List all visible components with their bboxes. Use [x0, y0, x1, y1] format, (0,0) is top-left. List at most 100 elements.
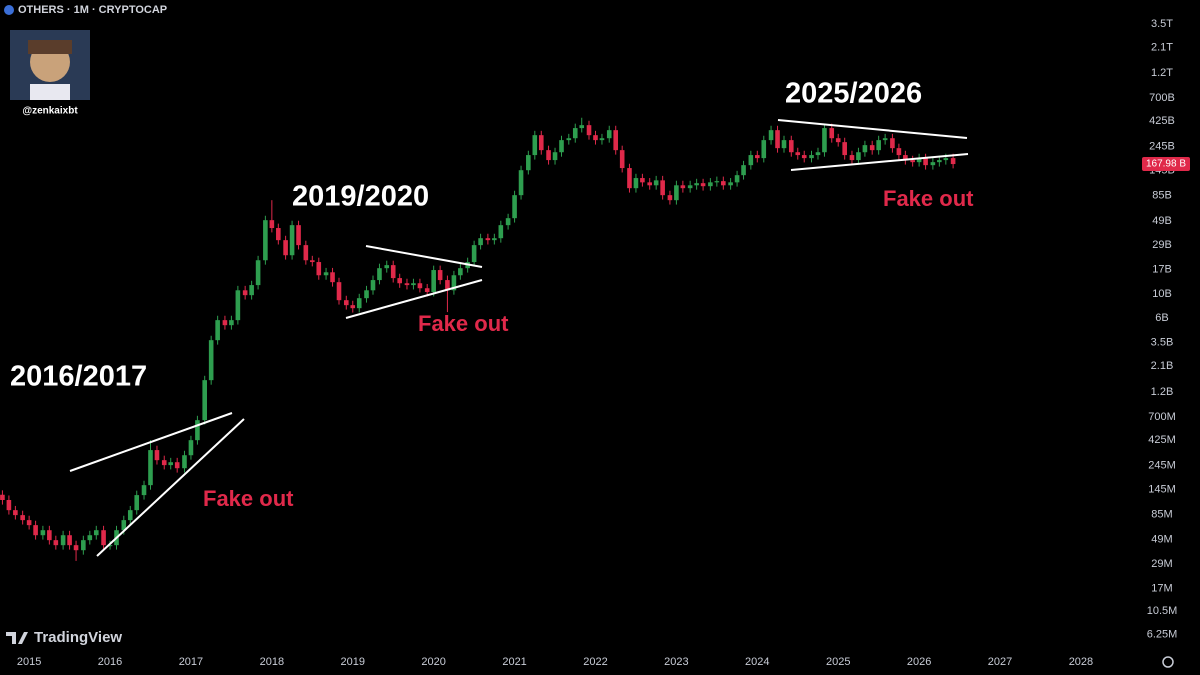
candle-body — [694, 183, 699, 186]
candle-body — [445, 280, 450, 291]
candle-body — [222, 320, 228, 326]
candle-body — [788, 140, 794, 153]
candle-body — [903, 155, 908, 161]
candle-body — [33, 525, 38, 536]
candle-body — [296, 225, 301, 246]
candle-body — [343, 300, 349, 306]
y-tick-label: 17M — [1151, 583, 1172, 595]
candle-body — [377, 268, 382, 281]
avatar — [10, 30, 90, 100]
candle-body — [350, 305, 356, 309]
candle-body — [633, 178, 639, 189]
y-tick-label: 29B — [1152, 239, 1172, 251]
candle-body — [552, 152, 558, 161]
candle-body — [647, 182, 652, 186]
trend-line — [69, 412, 233, 472]
x-tick-label: 2017 — [179, 656, 203, 668]
trend-line — [345, 279, 483, 319]
candle-body — [249, 285, 254, 296]
candle-body — [923, 158, 928, 166]
candle-body — [761, 140, 767, 159]
candle-body — [896, 148, 902, 156]
candle-body — [188, 440, 194, 456]
candle-body — [276, 228, 281, 241]
candle-body — [47, 530, 52, 541]
candle-body — [127, 510, 133, 521]
y-tick-label: 10B — [1152, 288, 1172, 300]
candle-body — [593, 135, 598, 141]
candle-body — [660, 180, 665, 196]
candle-body — [842, 142, 847, 156]
annotation: 2016/2017 — [10, 361, 147, 393]
candle-body — [613, 130, 619, 151]
candle-body — [485, 238, 491, 241]
candle-body — [161, 460, 167, 466]
y-tick-label: 700B — [1149, 92, 1175, 104]
candle-body — [356, 298, 362, 309]
brand-name: TradingView — [34, 629, 122, 646]
candle-body — [809, 155, 814, 159]
candle-body — [674, 185, 679, 201]
candle-body — [526, 155, 531, 171]
x-tick-label: 2016 — [98, 656, 122, 668]
candle-body — [741, 165, 746, 176]
settings-icon[interactable] — [1162, 656, 1174, 668]
y-tick-label: 85B — [1152, 189, 1172, 201]
candle-body — [229, 320, 234, 326]
x-tick-label: 2026 — [907, 656, 931, 668]
candle-body — [714, 181, 720, 183]
y-tick-label: 425M — [1148, 434, 1176, 446]
trend-line — [365, 245, 483, 268]
candle-body — [721, 181, 726, 186]
candle-body — [829, 128, 835, 139]
author: @zenkaixbt — [22, 106, 78, 117]
y-tick-label: 245B — [1149, 141, 1175, 153]
candle-body — [943, 158, 949, 161]
candle-body — [559, 140, 564, 153]
candle-body — [708, 182, 713, 187]
y-tick-label: 245M — [1148, 459, 1176, 471]
candle-body — [755, 155, 760, 159]
candle-body — [364, 290, 369, 299]
candle-body — [566, 138, 572, 141]
last-price-label: 167.98 B — [1146, 159, 1186, 170]
candle-body — [930, 162, 936, 166]
candle-body — [107, 545, 113, 547]
candle-body — [310, 260, 315, 263]
candle-body — [336, 282, 342, 301]
y-tick-label: 3.5T — [1151, 18, 1173, 30]
candle-body — [289, 225, 295, 256]
candle-body — [518, 170, 524, 196]
candle-body — [53, 540, 59, 546]
candle-body — [148, 450, 153, 486]
candle-body — [801, 155, 807, 159]
candle-body — [417, 283, 423, 289]
candle-body — [572, 128, 578, 139]
candle-body — [458, 268, 463, 276]
candle-body — [606, 130, 612, 139]
candle-body — [411, 283, 416, 286]
brand-icon — [6, 632, 28, 644]
trend-line — [777, 119, 968, 139]
candle-body — [404, 283, 410, 286]
candle-body — [81, 540, 86, 551]
candle-body — [775, 130, 780, 149]
candle-body — [916, 158, 922, 163]
candle-body — [451, 275, 457, 291]
candle-body — [390, 265, 396, 279]
x-tick-label: 2024 — [745, 656, 769, 668]
candle-body — [653, 180, 659, 186]
y-tick-label: 2.1B — [1151, 360, 1174, 372]
y-tick-label: 6.25M — [1147, 629, 1178, 641]
candle-body — [283, 240, 288, 256]
y-tick-label: 145M — [1148, 484, 1176, 496]
candle-body — [795, 152, 801, 156]
candle-body — [323, 272, 329, 276]
candle-body — [728, 182, 733, 186]
candle-body — [40, 530, 46, 536]
candle-body — [242, 290, 248, 296]
candle-body — [815, 152, 821, 156]
candle-body — [734, 175, 740, 183]
candle-body — [781, 140, 787, 149]
